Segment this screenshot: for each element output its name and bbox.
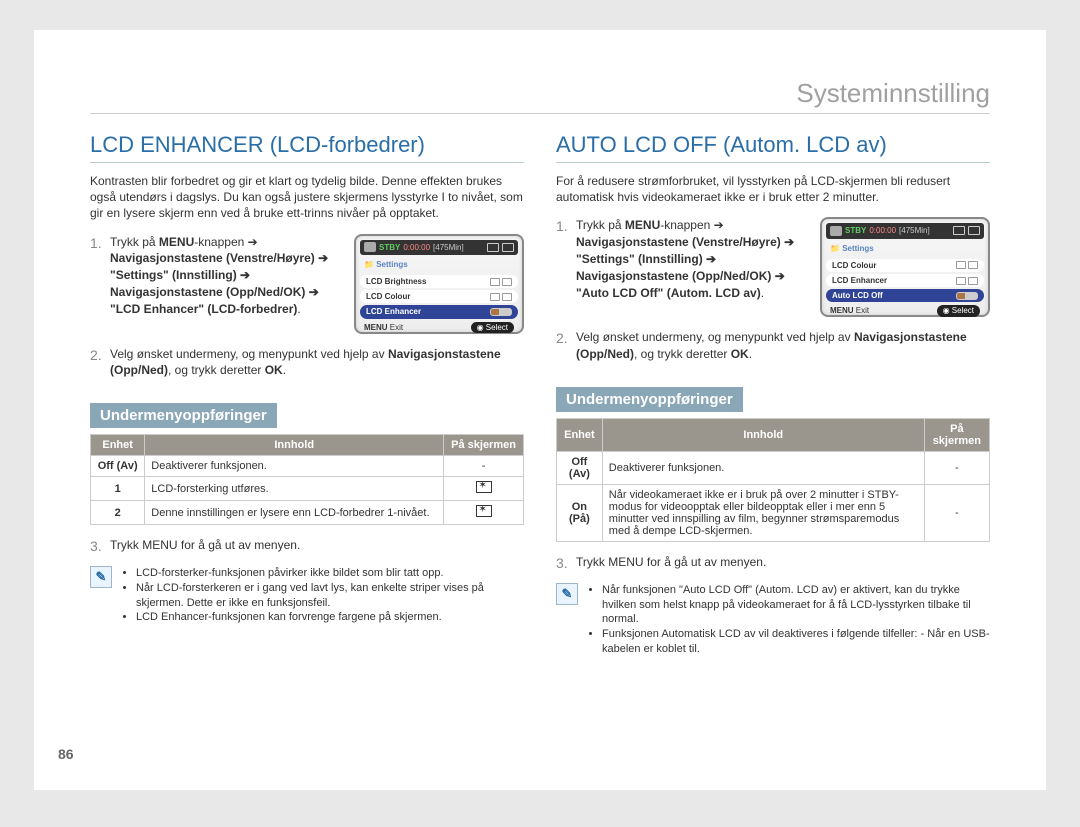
note-item: Funksjonen Automatisk LCD av vil deaktiv… [602, 627, 990, 657]
menu-label: MENU [364, 322, 388, 333]
page-number: 86 [58, 746, 74, 762]
step-text: . [297, 302, 300, 316]
note-box: ✎ LCD-forsterker-funksjonen påvirker ikk… [90, 566, 524, 625]
section-title: LCD ENHANCER (LCD-forbedrer) [90, 132, 524, 163]
th-content: Innhold [145, 435, 444, 456]
battery-icon [968, 226, 980, 235]
intro-text: Kontrasten blir forbedret og gir et klar… [90, 173, 524, 222]
section-title: AUTO LCD OFF (Autom. LCD av) [556, 132, 990, 163]
table-row: Off (Av)Deaktiverer funksjonen.- [91, 456, 524, 477]
settings-folder: Settings [360, 258, 518, 273]
note-item: LCD-forsterker-funksjonen påvirker ikke … [136, 566, 524, 581]
breadcrumb: Systeminnstilling [90, 78, 990, 114]
cell-unit: 2 [91, 501, 145, 525]
menu-row: LCD Brightness [360, 275, 518, 288]
lcd-status-bar: STBY 0:00:00 [475Min] [360, 240, 518, 255]
table-row: Off (Av)Deaktiverer funksjonen.- [557, 451, 990, 484]
rec-time: 0:00:00 [403, 242, 430, 253]
cell-onscreen: - [444, 456, 524, 477]
step-2: Velg ønsket undermeny, og menypunkt ved … [556, 329, 990, 363]
lcd-screenshot: STBY 0:00:00 [475Min] Settings LCD Colou… [820, 217, 990, 317]
left-column: LCD ENHANCER (LCD-forbedrer) Kontrasten … [90, 132, 524, 657]
note-icon: ✎ [556, 583, 578, 605]
cell-content: Deaktiverer funksjonen. [602, 451, 924, 484]
card-icon [487, 243, 499, 252]
cell-onscreen: - [924, 451, 989, 484]
note-list: LCD-forsterker-funksjonen påvirker ikke … [120, 566, 524, 625]
intro-text: For å redusere strømforbruket, vil lysst… [556, 173, 990, 205]
cell-onscreen: - [924, 484, 989, 541]
cell-content: LCD-forsterking utføres. [145, 477, 444, 501]
menu-label: MENU [159, 235, 194, 249]
note-item: Når funksjonen "Auto LCD Off" (Autom. LC… [602, 583, 990, 628]
table-row: 2Denne innstillingen er lysere enn LCD-f… [91, 501, 524, 525]
th-unit: Enhet [91, 435, 145, 456]
note-list: Når funksjonen "Auto LCD Off" (Autom. LC… [586, 583, 990, 657]
stby-label: STBY [379, 242, 400, 253]
exit-label: Exit [390, 322, 403, 333]
table-row: On (På)Når videokameraet ikke er i bruk … [557, 484, 990, 541]
cell-content: Når videokameraet ikke er i bruk på over… [602, 484, 924, 541]
menu-row-active: LCD Enhancer [360, 305, 518, 318]
cell-unit: Off (Av) [91, 456, 145, 477]
submenu-table: Enhet Innhold På skjermen Off (Av)Deakti… [556, 418, 990, 542]
lcd-footer: MENU Exit Select [360, 322, 518, 333]
card-icon [953, 226, 965, 235]
cell-unit: 1 [91, 477, 145, 501]
note-item: Når LCD-forsterkeren er i gang ved lavt … [136, 581, 524, 611]
submenu-heading: Undermenyoppføringer [90, 403, 277, 428]
step-text: Trykk på [110, 235, 159, 249]
note-box: ✎ Når funksjonen "Auto LCD Off" (Autom. … [556, 583, 990, 657]
camera-icon [364, 242, 376, 252]
note-item: LCD Enhancer-funksjonen kan forvrenge fa… [136, 610, 524, 625]
cell-content: Deaktiverer funksjonen. [145, 456, 444, 477]
step-3: Trykk MENU for å gå ut av menyen. [556, 554, 990, 571]
select-pill: Select [471, 322, 514, 333]
step-text: -knappen ➔ [194, 235, 257, 249]
submenu-heading: Undermenyoppføringer [556, 387, 743, 412]
enhance-icon [476, 505, 492, 517]
step-3: Trykk MENU for å gå ut av menyen. [90, 537, 524, 554]
cell-unit: On (På) [557, 484, 603, 541]
steps-list: Trykk på MENU-knappen ➔ Navigasjonstaste… [556, 217, 990, 363]
remain-time: [475Min] [433, 242, 464, 253]
cell-content: Denne innstillingen er lysere enn LCD-fo… [145, 501, 444, 525]
steps-list: Trykk på MENU-knappen ➔ Navigasjonstaste… [90, 234, 524, 380]
note-icon: ✎ [90, 566, 112, 588]
cell-unit: Off (Av) [557, 451, 603, 484]
th-onscreen: På skjermen [444, 435, 524, 456]
nav-path: Navigasjonstastene (Venstre/Høyre) ➔ "Se… [110, 251, 328, 315]
step-1: Trykk på MENU-knappen ➔ Navigasjonstaste… [90, 234, 524, 334]
cell-onscreen [444, 477, 524, 501]
step-2: Velg ønsket undermeny, og menypunkt ved … [90, 346, 524, 380]
table-row: 1LCD-forsterking utføres. [91, 477, 524, 501]
lcd-screenshot: STBY 0:00:00 [475Min] Settings LCD Brigh… [354, 234, 524, 334]
menu-row: LCD Colour [360, 290, 518, 303]
cell-onscreen [444, 501, 524, 525]
enhance-icon [476, 481, 492, 493]
steps-list-cont: Trykk MENU for å gå ut av menyen. [90, 537, 524, 554]
step-1: Trykk på MENU-knappen ➔ Navigasjonstaste… [556, 217, 990, 317]
two-column-layout: LCD ENHANCER (LCD-forbedrer) Kontrasten … [90, 132, 990, 657]
camera-icon [830, 226, 842, 236]
submenu-table: Enhet Innhold På skjermen Off (Av)Deakti… [90, 434, 524, 525]
battery-icon [502, 243, 514, 252]
manual-page: Systeminnstilling LCD ENHANCER (LCD-forb… [34, 30, 1046, 790]
right-column: AUTO LCD OFF (Autom. LCD av) For å redus… [556, 132, 990, 657]
